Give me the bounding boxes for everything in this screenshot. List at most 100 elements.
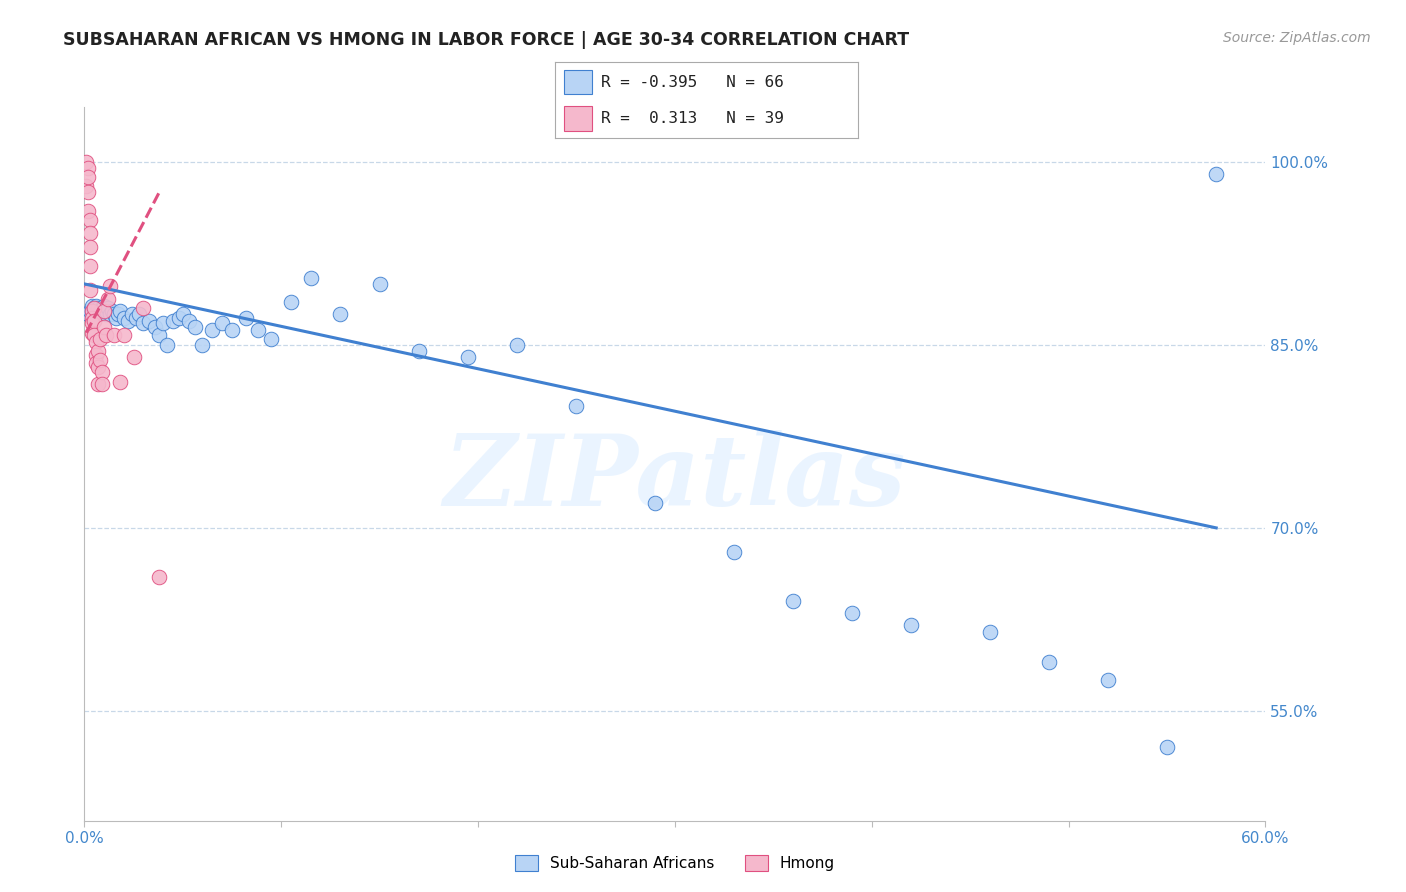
Point xyxy=(91,365,114,379)
Point xyxy=(900,618,922,632)
Point xyxy=(87,359,110,374)
Point xyxy=(89,307,111,321)
Text: ZIPatlas: ZIPatlas xyxy=(444,430,905,526)
Point xyxy=(94,303,117,318)
Point xyxy=(108,375,131,389)
FancyBboxPatch shape xyxy=(564,70,592,95)
Point xyxy=(87,307,110,321)
Point xyxy=(83,328,105,343)
Point xyxy=(117,313,139,327)
Point xyxy=(148,569,170,583)
Point xyxy=(93,303,115,318)
Point xyxy=(94,307,117,321)
Point xyxy=(167,311,190,326)
Point xyxy=(77,307,100,321)
Point xyxy=(97,292,120,306)
Point xyxy=(75,155,97,169)
Point xyxy=(79,213,101,227)
FancyBboxPatch shape xyxy=(564,106,592,130)
Point xyxy=(183,319,205,334)
Point xyxy=(162,313,184,327)
Point xyxy=(82,303,104,318)
Point xyxy=(299,270,322,285)
Point xyxy=(112,328,135,343)
Point xyxy=(782,594,804,608)
Point xyxy=(280,295,302,310)
Point xyxy=(93,319,115,334)
Point xyxy=(121,307,143,321)
Text: R =  0.313   N = 39: R = 0.313 N = 39 xyxy=(600,111,783,126)
Point xyxy=(191,338,214,352)
Point xyxy=(260,332,283,346)
Point xyxy=(565,399,588,413)
Point xyxy=(98,279,121,293)
Point xyxy=(82,311,104,326)
Point xyxy=(128,307,150,321)
Point xyxy=(94,328,117,343)
Point xyxy=(91,301,114,316)
Point xyxy=(83,301,105,316)
Point xyxy=(1097,673,1119,688)
Point xyxy=(368,277,391,291)
Point xyxy=(84,348,107,362)
Point xyxy=(107,307,129,321)
Point xyxy=(723,545,745,559)
Point xyxy=(91,303,114,318)
Point xyxy=(143,319,166,334)
Point xyxy=(89,332,111,346)
Text: SUBSAHARAN AFRICAN VS HMONG IN LABOR FORCE | AGE 30-34 CORRELATION CHART: SUBSAHARAN AFRICAN VS HMONG IN LABOR FOR… xyxy=(63,31,910,49)
Point xyxy=(87,344,110,359)
Point xyxy=(87,376,110,391)
Point xyxy=(93,299,115,313)
Point xyxy=(83,301,105,316)
Point xyxy=(79,226,101,240)
Point xyxy=(77,161,100,175)
Point xyxy=(112,311,135,326)
Point xyxy=(408,344,430,359)
Point xyxy=(124,311,146,326)
Point xyxy=(84,299,107,313)
Point xyxy=(83,307,105,321)
Legend: Sub-Saharan Africans, Hmong: Sub-Saharan Africans, Hmong xyxy=(509,849,841,877)
Point xyxy=(104,311,127,326)
Point xyxy=(506,338,529,352)
Point xyxy=(79,259,101,273)
Point xyxy=(82,303,104,318)
Point xyxy=(82,326,104,340)
Point xyxy=(1156,740,1178,755)
Point xyxy=(103,328,125,343)
Point xyxy=(79,303,101,318)
Point xyxy=(644,496,666,510)
Point xyxy=(1205,167,1227,181)
Point xyxy=(979,624,1001,639)
Point xyxy=(98,307,121,321)
Point xyxy=(108,303,131,318)
Point xyxy=(235,311,257,326)
Point xyxy=(172,307,194,321)
Point xyxy=(91,376,114,391)
Point xyxy=(211,316,233,330)
Point xyxy=(77,203,100,218)
Point xyxy=(87,301,110,316)
Point xyxy=(132,301,155,316)
Point xyxy=(97,301,120,316)
Point xyxy=(79,240,101,254)
Point xyxy=(77,169,100,184)
Point xyxy=(77,186,100,200)
Point xyxy=(841,607,863,621)
Point xyxy=(177,313,200,327)
Point xyxy=(148,328,170,343)
Point xyxy=(84,303,107,318)
Point xyxy=(101,303,124,318)
Point xyxy=(122,350,145,364)
Text: R = -0.395   N = 66: R = -0.395 N = 66 xyxy=(600,75,783,90)
Point xyxy=(79,283,101,297)
Point xyxy=(84,335,107,350)
Point xyxy=(246,323,269,337)
Point xyxy=(89,303,111,318)
Point xyxy=(84,356,107,370)
Point xyxy=(103,307,125,321)
Point xyxy=(221,323,243,337)
Point xyxy=(83,313,105,327)
Point xyxy=(156,338,179,352)
